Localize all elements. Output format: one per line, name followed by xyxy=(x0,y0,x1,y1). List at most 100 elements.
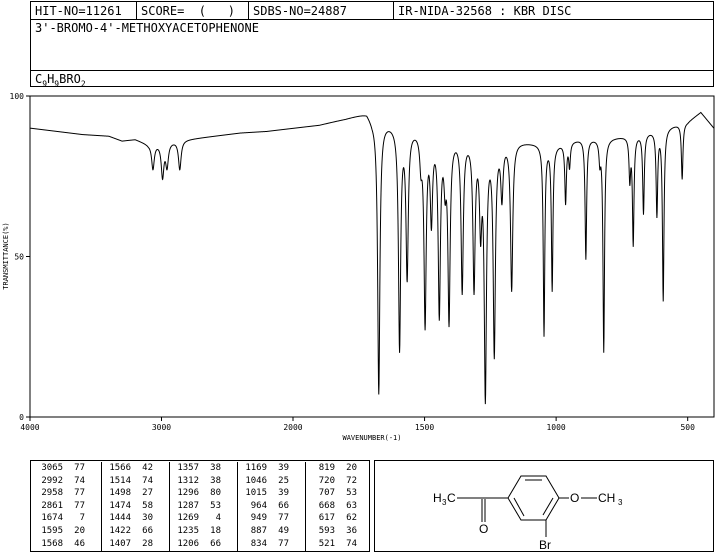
peak-wavenumber: 819 xyxy=(318,463,335,473)
peak-transmittance: 30 xyxy=(142,513,153,524)
x-tick-label: 500 xyxy=(680,423,695,432)
bromine-label: Br xyxy=(539,538,551,551)
peak-transmittance: 77 xyxy=(74,500,85,511)
peak-table-row: 1674 7 xyxy=(37,512,85,525)
peak-wavenumber: 1444 xyxy=(109,513,131,524)
peak-wavenumber: 1169 xyxy=(245,463,267,473)
ch3-label-sub: 3 xyxy=(618,498,623,507)
peak-table-row: 1595 20 xyxy=(37,525,85,538)
header-rule-formula xyxy=(31,70,713,71)
structure-box: H 3 C O O CH 3 Br xyxy=(374,460,714,552)
ring-double-2 xyxy=(542,497,554,516)
peak-transmittance: 72 xyxy=(346,475,357,486)
peak-table-column: 1357 38 1312 38 1296 80 1287 53 1269 4 1235 18 1206 6… xyxy=(173,462,221,550)
peak-transmittance: 53 xyxy=(346,488,357,499)
peak-wavenumber: 593 xyxy=(318,525,335,536)
header-divider-2 xyxy=(248,2,249,19)
peak-wavenumber: 2992 xyxy=(41,475,63,486)
peak-table-row: 1422 66 xyxy=(105,525,153,538)
formula-part: 2 xyxy=(80,79,86,89)
peak-wavenumber: 3065 xyxy=(41,463,63,473)
peak-table-row: 593 36 xyxy=(309,525,357,538)
peak-wavenumber: 887 xyxy=(250,525,267,536)
peak-wavenumber: 2958 xyxy=(41,488,63,499)
peak-wavenumber: 1296 xyxy=(177,488,199,499)
peak-wavenumber: 1287 xyxy=(177,500,199,511)
peak-wavenumber: 949 xyxy=(250,513,267,524)
peak-transmittance: 62 xyxy=(346,513,357,524)
peak-wavenumber: 1312 xyxy=(177,475,199,486)
peak-table-row: 1296 80 xyxy=(173,487,221,500)
peak-transmittance: 66 xyxy=(142,525,153,536)
x-tick-label: 3000 xyxy=(152,423,171,432)
peak-table-row: 720 72 xyxy=(309,475,357,488)
peak-wavenumber: 1046 xyxy=(245,475,267,486)
peak-table-row: 1287 53 xyxy=(173,500,221,513)
peak-wavenumber: 1566 xyxy=(109,463,131,473)
x-axis-label: WAVENUMBER(-1) xyxy=(342,434,401,442)
peak-transmittance: 53 xyxy=(210,500,221,511)
y-tick-label: 50 xyxy=(14,253,24,262)
peak-wavenumber: 720 xyxy=(318,475,335,486)
peak-transmittance: 46 xyxy=(74,538,85,549)
header-divider-3 xyxy=(393,2,394,19)
spectrum-line xyxy=(29,111,715,405)
formula-part: BRO xyxy=(59,72,81,86)
plot-frame xyxy=(29,95,715,418)
peak-wavenumber: 521 xyxy=(318,538,335,549)
peak-table-row: 1568 46 xyxy=(37,538,85,551)
peak-table-row: 949 77 xyxy=(241,512,289,525)
score-label: SCORE= ( ) xyxy=(141,4,235,18)
peak-table-row: 1498 27 xyxy=(105,487,153,500)
peak-transmittance: 28 xyxy=(142,538,153,549)
peak-transmittance: 74 xyxy=(346,538,357,549)
y-tick-label: 100 xyxy=(10,92,25,101)
peak-table-row: 1046 25 xyxy=(241,475,289,488)
hit-no-label: HIT-NO=11261 xyxy=(35,4,122,18)
peak-wavenumber: 1235 xyxy=(177,525,199,536)
h3c-label-h: H xyxy=(433,491,442,505)
peak-wavenumber: 1474 xyxy=(109,500,131,511)
peak-transmittance: 27 xyxy=(142,488,153,499)
structure-drawing: H 3 C O O CH 3 Br xyxy=(433,475,623,551)
ether-oxygen-label: O xyxy=(570,491,579,505)
peak-transmittance: 77 xyxy=(74,488,85,499)
peak-table-divider xyxy=(101,462,102,552)
x-tick-label: 1000 xyxy=(546,423,565,432)
peak-table-row: 617 62 xyxy=(309,512,357,525)
peak-table-divider xyxy=(237,462,238,552)
peak-wavenumber: 1206 xyxy=(177,538,199,549)
peak-wavenumber: 2861 xyxy=(41,500,63,511)
peak-table-column: 3065 77 2992 74 2958 77 2861 77 1674 7 1595 20 1568 4… xyxy=(37,462,85,550)
ir-spectrum-chart: 4000 3000 2000 1500 1000 500 0 50 100 WAVENUMBER… xyxy=(2,92,715,442)
peak-table-row: 1444 30 xyxy=(105,512,153,525)
peak-table-row: 1474 58 xyxy=(105,500,153,513)
peak-transmittance: 39 xyxy=(278,463,289,473)
peak-wavenumber: 707 xyxy=(318,488,335,499)
compound-name: 3'-BROMO-4'-METHOXYACETOPHENONE xyxy=(35,21,259,35)
peak-wavenumber: 1514 xyxy=(109,475,131,486)
peak-transmittance: 80 xyxy=(210,488,221,499)
peak-table-row: 3065 77 xyxy=(37,462,85,475)
peak-wavenumber: 1568 xyxy=(41,538,63,549)
y-tick-label: 0 xyxy=(19,413,24,422)
h3c-label-sub: 3 xyxy=(442,498,447,507)
peak-table-row: 521 74 xyxy=(309,538,357,551)
benzene-ring xyxy=(507,475,560,521)
peak-transmittance: 36 xyxy=(346,525,357,536)
peak-table-row: 964 66 xyxy=(241,500,289,513)
peak-table-row: 1269 4 xyxy=(173,512,221,525)
peak-transmittance: 74 xyxy=(74,475,85,486)
peak-transmittance: 4 xyxy=(215,513,221,524)
peak-table-row: 819 20 xyxy=(309,462,357,475)
peak-transmittance: 38 xyxy=(210,475,221,486)
sdbs-no-label: SDBS-NO=24887 xyxy=(253,4,347,18)
peak-table-row: 2992 74 xyxy=(37,475,85,488)
peak-transmittance: 20 xyxy=(74,525,85,536)
h3c-label-c: C xyxy=(447,491,456,505)
peak-table-column: 819 20 720 72 707 53 668 63 617 62 593 36 521 74 xyxy=(309,462,357,550)
x-tick-label: 2000 xyxy=(283,423,302,432)
peak-table-row: 2861 77 xyxy=(37,500,85,513)
x-tick-label: 4000 xyxy=(20,423,39,432)
peak-transmittance: 77 xyxy=(278,513,289,524)
